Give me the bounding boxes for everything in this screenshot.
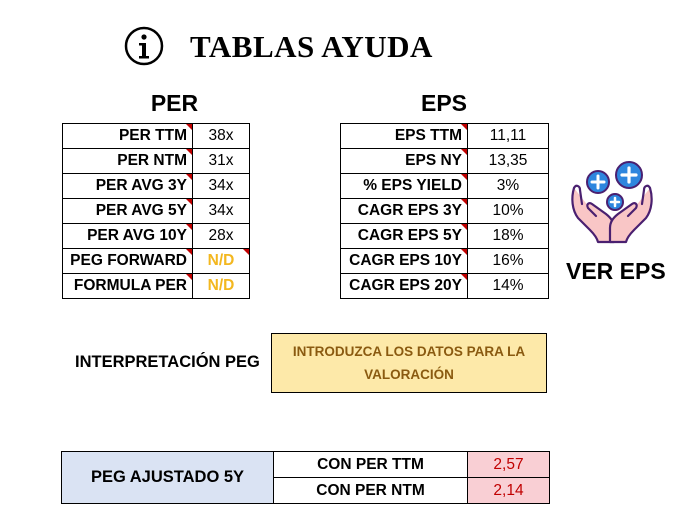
table-row: PEG AJUSTADO 5Y CON PER TTM 2,57 bbox=[61, 451, 550, 504]
table-row: CAGR EPS 20Y 14% bbox=[340, 273, 549, 299]
table-row: FORMULA PER N/D bbox=[62, 273, 250, 299]
eps-yield-value[interactable]: 3% bbox=[467, 173, 549, 199]
table-row: CAGR EPS 10Y 16% bbox=[340, 248, 549, 274]
con-per-ttm-value[interactable]: 2,57 bbox=[467, 451, 550, 478]
con-per-ntm-label[interactable]: CON PER NTM bbox=[273, 477, 468, 504]
per-avg-10y-value[interactable]: 28x bbox=[192, 223, 250, 249]
hands-plus-icon[interactable] bbox=[570, 158, 654, 246]
table-row: PER TTM 38x bbox=[62, 123, 250, 149]
cagr-eps-3y-label[interactable]: CAGR EPS 3Y bbox=[340, 198, 468, 224]
interpretacion-peg-box[interactable]: INTRODUZCA LOS DATOS PARA LA VALORACIÓN bbox=[271, 333, 547, 393]
peg-forward-value[interactable]: N/D bbox=[192, 248, 250, 274]
eps-table: EPS TTM 11,11 EPS NY 13,35 % EPS YIELD 3… bbox=[340, 123, 549, 299]
con-per-ttm-label[interactable]: CON PER TTM bbox=[273, 451, 468, 478]
page-title: TABLAS AYUDA bbox=[190, 29, 433, 64]
table-row: PER AVG 10Y 28x bbox=[62, 223, 250, 249]
cagr-eps-20y-value[interactable]: 14% bbox=[467, 273, 549, 299]
peg-ajustado-label[interactable]: PEG AJUSTADO 5Y bbox=[61, 451, 274, 504]
formula-per-label[interactable]: FORMULA PER bbox=[62, 273, 193, 299]
eps-ttm-value[interactable]: 11,11 bbox=[467, 123, 549, 149]
table-row: % EPS YIELD 3% bbox=[340, 173, 549, 199]
eps-ttm-label[interactable]: EPS TTM bbox=[340, 123, 468, 149]
table-row: CON PER NTM 2,14 bbox=[62, 477, 550, 504]
cagr-eps-10y-value[interactable]: 16% bbox=[467, 248, 549, 274]
peg-ajustado-table: PEG AJUSTADO 5Y CON PER TTM 2,57 CON PER… bbox=[61, 451, 550, 504]
per-avg-10y-label[interactable]: PER AVG 10Y bbox=[62, 223, 193, 249]
table-row: EPS TTM 11,11 bbox=[340, 123, 549, 149]
per-ntm-label[interactable]: PER NTM bbox=[62, 148, 193, 174]
table-row: EPS NY 13,35 bbox=[340, 148, 549, 174]
cagr-eps-5y-value[interactable]: 18% bbox=[467, 223, 549, 249]
per-section-title: PER bbox=[150, 90, 199, 116]
per-ntm-value[interactable]: 31x bbox=[192, 148, 250, 174]
per-avg-5y-value[interactable]: 34x bbox=[192, 198, 250, 224]
cagr-eps-10y-label[interactable]: CAGR EPS 10Y bbox=[340, 248, 468, 274]
formula-per-value[interactable]: N/D bbox=[192, 273, 250, 299]
eps-ny-label[interactable]: EPS NY bbox=[340, 148, 468, 174]
table-row: PER AVG 3Y 34x bbox=[62, 173, 250, 199]
per-table: PER TTM 38x PER NTM 31x PER AVG 3Y 34x P… bbox=[62, 123, 250, 299]
eps-section-title: EPS bbox=[420, 90, 468, 116]
cagr-eps-5y-label[interactable]: CAGR EPS 5Y bbox=[340, 223, 468, 249]
table-row: PEG FORWARD N/D bbox=[62, 248, 250, 274]
cagr-eps-3y-value[interactable]: 10% bbox=[467, 198, 549, 224]
interpretacion-peg-label: INTERPRETACIÓN PEG bbox=[75, 353, 260, 371]
per-ttm-value[interactable]: 38x bbox=[192, 123, 250, 149]
table-row: CAGR EPS 5Y 18% bbox=[340, 223, 549, 249]
eps-ny-value[interactable]: 13,35 bbox=[467, 148, 549, 174]
interpretacion-peg-message: INTRODUZCA LOS DATOS PARA LA VALORACIÓN bbox=[292, 344, 526, 382]
table-row: PER NTM 31x bbox=[62, 148, 250, 174]
per-avg-5y-label[interactable]: PER AVG 5Y bbox=[62, 198, 193, 224]
per-ttm-label[interactable]: PER TTM bbox=[62, 123, 193, 149]
per-avg-3y-value[interactable]: 34x bbox=[192, 173, 250, 199]
table-row: CAGR EPS 3Y 10% bbox=[340, 198, 549, 224]
cagr-eps-20y-label[interactable]: CAGR EPS 20Y bbox=[340, 273, 468, 299]
table-row: PER AVG 5Y 34x bbox=[62, 198, 250, 224]
eps-yield-label[interactable]: % EPS YIELD bbox=[340, 173, 468, 199]
peg-forward-label[interactable]: PEG FORWARD bbox=[62, 248, 193, 274]
info-icon bbox=[124, 26, 164, 66]
con-per-ntm-value[interactable]: 2,14 bbox=[467, 477, 550, 504]
per-avg-3y-label[interactable]: PER AVG 3Y bbox=[62, 173, 193, 199]
ver-eps-button[interactable]: VER EPS bbox=[566, 258, 666, 284]
